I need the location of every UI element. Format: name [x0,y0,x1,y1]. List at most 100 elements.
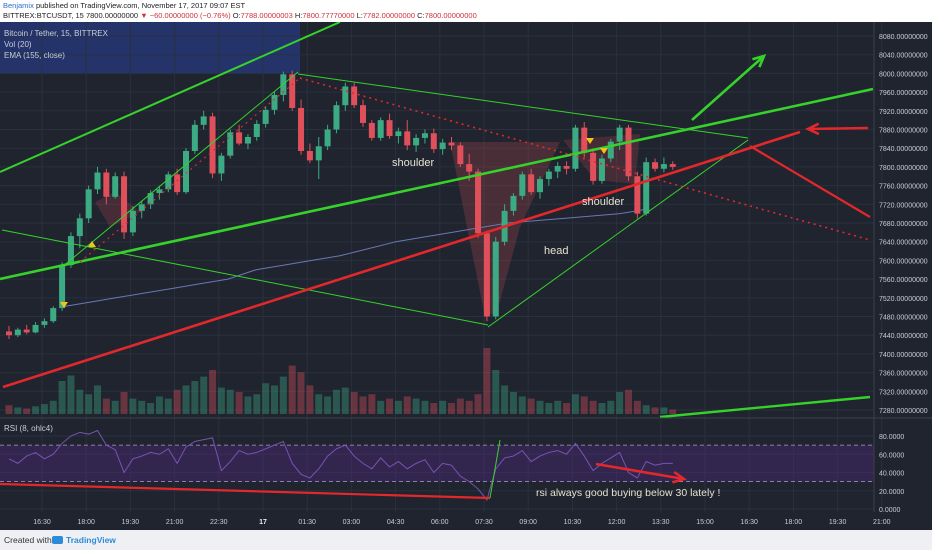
rsi-tick-label: 80.0000 [879,434,904,441]
volume-bar [76,389,84,414]
time-tick-label: 01:30 [298,519,316,526]
candle-body [377,120,384,138]
price-tick-label: 7400.00000000 [879,352,928,359]
volume-bar [138,400,146,414]
candle-body [572,127,579,169]
candle-body [404,131,411,146]
candle-body [165,174,172,190]
time-tick-label: 16:30 [740,519,758,526]
volume-bar [403,396,411,414]
volume-bar [642,405,650,414]
price-tick-label: 7480.00000000 [879,315,928,322]
candle-body [537,179,543,193]
time-tick-label: 21:00 [166,519,184,526]
volume-bar [200,376,208,414]
candle-body [112,176,119,197]
red-dotted-downtrend [299,77,871,241]
red-down-line [749,145,871,218]
volume-bar [5,405,13,414]
price-tick-label: 7520.00000000 [879,296,928,303]
annotation-shoulder-left: shoulder [392,157,435,169]
legend-title: Bitcoin / Tether, 15, BITTREX [4,29,109,38]
volume-bar [49,400,57,414]
volume-bar [262,383,270,414]
candle-body [660,164,667,169]
open-value: 7788.00000003 [240,11,293,20]
candle-body [59,265,66,309]
volume-bar [332,389,340,414]
candle-body [448,142,455,146]
annotation-head: head [544,245,568,257]
candle-body [598,158,605,181]
rsi-band [0,445,874,482]
candle-body [315,146,322,161]
volume-bar [341,387,349,414]
time-tick-label: 04:30 [387,519,405,526]
author-link[interactable]: Benjamix [3,1,34,10]
candle-body [413,137,420,146]
volume-bar [607,400,615,414]
volume-bar [377,400,385,414]
candle-body [368,122,375,138]
time-tick-label: 19:30 [122,519,140,526]
legend-highlight [0,22,300,74]
candle-body [262,109,269,124]
volume-bar [448,403,455,414]
close-label: C: [417,11,425,20]
volume-bar [492,370,500,414]
candle-body [545,171,552,180]
volume-bar [85,394,93,414]
candle-body [147,193,154,205]
candle-body [457,145,464,165]
candle-body [669,164,676,167]
candle-body [475,171,482,234]
volume-bar [191,381,199,414]
candle-body [395,131,402,137]
candle-body [218,155,225,174]
candle-body [333,105,340,130]
rsi-tick-label: 40.0000 [879,471,904,478]
volume-bar [235,392,243,414]
time-tick-label: 22:30 [210,519,228,526]
price-tick-label: 7960.00000000 [879,90,928,97]
annotation-rsi-note: rsi always good buying below 30 lately ! [536,487,720,499]
price-tick-label: 7760.00000000 [879,184,928,191]
candle-body [492,241,499,317]
last-price: 7800.00000000 [85,11,139,20]
legend-ema: EMA (155, close) [4,51,65,60]
volume-bar [651,407,659,414]
volume-bar [306,385,314,414]
rsi-red-arrow [595,462,685,481]
volume-bar [14,407,22,414]
price-tick-label: 7800.00000000 [879,165,928,172]
volume-bar [474,394,482,414]
drawings [0,22,874,501]
created-with-text: Created with [4,535,52,545]
volume-bar [501,385,509,414]
green-bottom-line [659,395,871,419]
candle-body [483,233,490,317]
symbol-text: BITTREX:BTCUSDT, 15 [3,11,84,20]
volume-bar [580,396,588,414]
signal-marker-down [600,148,608,154]
price-tick-label: 7320.00000000 [879,389,928,396]
candle-body [67,236,74,266]
volume-bar [359,396,367,414]
signal-marker-down [586,138,594,144]
green-up-arrow [691,55,765,121]
chart-canvas[interactable]: 8080.00000000 8040.00000000 8000.00000000 7… [0,22,932,530]
candle-body [324,129,331,147]
low-value: 7782.00000000 [362,11,416,20]
volume-bar [518,396,526,414]
price-tick-label: 8000.00000000 [879,71,928,78]
candle-body [607,141,614,159]
tradingview-brand[interactable]: TradingView [66,535,116,545]
candle-body [519,174,526,196]
candle-body [528,174,535,193]
candle-body [236,132,243,144]
green-up-arrow-head [752,54,767,68]
volume-bar [456,398,464,414]
close-value: 7800.00000000 [424,11,477,20]
time-tick-label: 13:30 [652,519,670,526]
candle-body [23,329,30,333]
